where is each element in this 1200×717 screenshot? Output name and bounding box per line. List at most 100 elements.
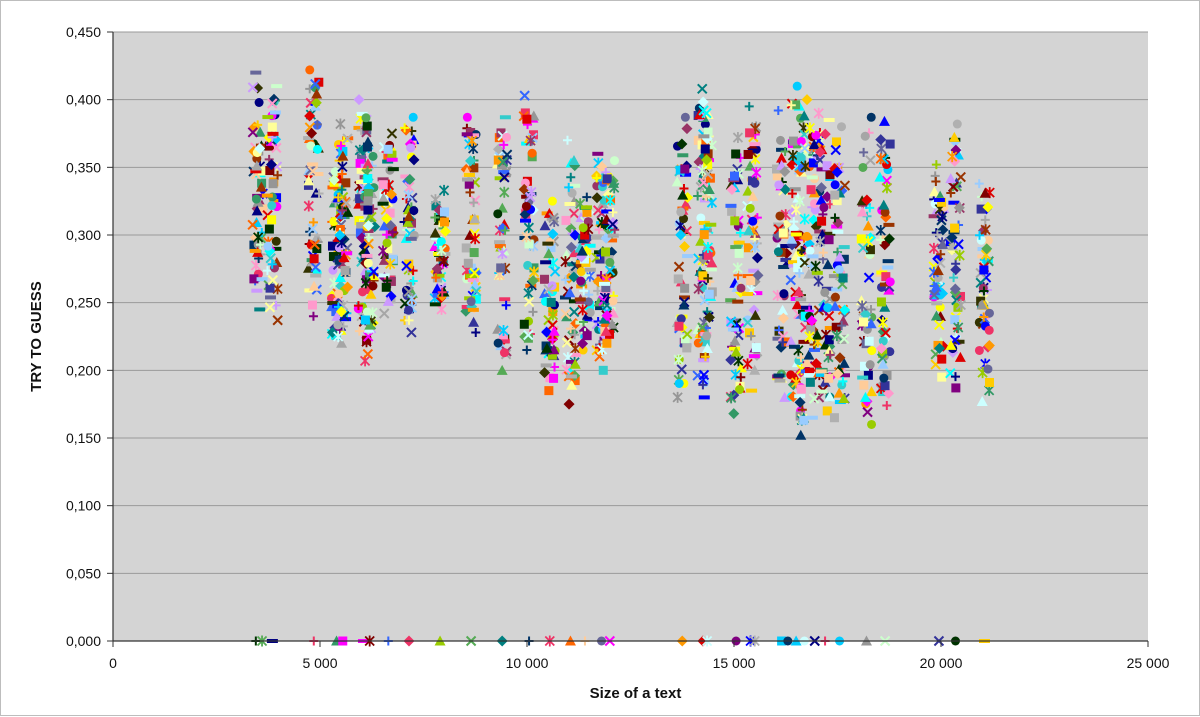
data-point bbox=[806, 315, 818, 327]
data-point bbox=[461, 243, 471, 253]
data-point bbox=[406, 327, 417, 338]
data-point bbox=[880, 381, 890, 391]
data-point bbox=[584, 267, 596, 272]
data-point bbox=[744, 101, 754, 111]
data-point bbox=[821, 286, 833, 291]
data-point bbox=[465, 155, 477, 167]
data-point bbox=[498, 331, 508, 341]
data-point bbox=[806, 415, 818, 420]
data-point bbox=[333, 192, 343, 202]
data-point bbox=[815, 236, 826, 248]
data-point bbox=[829, 300, 841, 311]
data-point bbox=[817, 216, 827, 226]
data-point bbox=[882, 265, 894, 270]
data-point bbox=[548, 257, 559, 269]
data-point bbox=[777, 312, 789, 324]
data-point bbox=[698, 134, 710, 139]
data-point bbox=[882, 259, 894, 264]
data-point bbox=[255, 181, 267, 192]
data-point bbox=[340, 266, 350, 276]
data-point bbox=[577, 304, 588, 316]
data-point bbox=[928, 214, 940, 219]
data-point bbox=[931, 301, 943, 306]
data-point bbox=[796, 353, 806, 363]
data-point bbox=[431, 236, 443, 241]
data-point bbox=[743, 243, 753, 253]
data-point bbox=[779, 391, 791, 402]
data-point bbox=[703, 127, 713, 137]
data-point bbox=[949, 273, 959, 283]
data-point bbox=[544, 386, 554, 396]
data-point bbox=[928, 186, 940, 197]
data-point bbox=[883, 387, 895, 399]
data-point bbox=[265, 166, 275, 176]
data-point bbox=[564, 201, 576, 206]
data-point bbox=[497, 160, 507, 170]
data-point bbox=[729, 346, 741, 351]
data-point bbox=[341, 251, 353, 256]
data-point bbox=[700, 144, 710, 154]
data-point bbox=[702, 168, 714, 180]
data-point bbox=[519, 319, 529, 329]
data-point bbox=[592, 151, 604, 156]
data-point bbox=[726, 184, 738, 196]
data-point bbox=[979, 187, 991, 198]
data-point bbox=[436, 303, 447, 315]
data-point bbox=[824, 325, 836, 330]
data-point bbox=[677, 189, 689, 200]
data-point bbox=[429, 302, 441, 307]
data-point bbox=[471, 285, 482, 297]
data-point bbox=[804, 122, 816, 134]
data-point bbox=[498, 325, 509, 337]
data-point bbox=[703, 273, 713, 283]
data-point bbox=[865, 155, 876, 166]
data-point bbox=[363, 205, 373, 215]
data-point bbox=[464, 179, 474, 189]
data-point bbox=[698, 271, 708, 281]
data-point bbox=[607, 219, 618, 230]
data-point bbox=[494, 240, 506, 245]
data-point bbox=[703, 184, 715, 195]
data-point bbox=[368, 281, 378, 291]
data-point bbox=[408, 154, 420, 166]
data-point bbox=[602, 338, 612, 348]
data-point bbox=[680, 164, 690, 174]
data-point bbox=[954, 351, 966, 362]
data-point bbox=[730, 346, 742, 357]
data-point bbox=[798, 110, 810, 121]
data-point bbox=[539, 367, 551, 379]
data-point bbox=[775, 211, 785, 221]
data-point bbox=[837, 321, 847, 331]
data-point bbox=[247, 127, 259, 138]
data-point bbox=[815, 369, 827, 374]
data-point bbox=[546, 297, 556, 307]
data-point bbox=[751, 167, 762, 179]
data-point bbox=[878, 348, 888, 358]
data-point bbox=[679, 295, 691, 300]
data-point bbox=[773, 105, 783, 115]
data-point bbox=[337, 205, 347, 215]
data-point bbox=[698, 220, 710, 225]
data-point bbox=[702, 242, 714, 254]
data-point bbox=[309, 239, 320, 250]
data-point bbox=[328, 174, 340, 186]
data-point bbox=[267, 131, 279, 136]
data-point bbox=[786, 370, 796, 380]
data-point bbox=[364, 233, 374, 243]
data-point bbox=[471, 327, 481, 337]
data-point bbox=[564, 182, 574, 192]
data-point bbox=[528, 307, 538, 317]
data-point bbox=[680, 172, 692, 177]
data-point bbox=[698, 369, 710, 381]
data-point bbox=[751, 291, 763, 296]
data-point bbox=[562, 135, 572, 145]
data-point bbox=[408, 112, 418, 122]
data-point bbox=[377, 201, 389, 206]
data-point bbox=[788, 344, 800, 349]
data-point bbox=[749, 241, 761, 253]
data-point bbox=[698, 380, 708, 390]
data-point bbox=[831, 322, 841, 332]
data-point bbox=[525, 135, 536, 147]
data-point bbox=[461, 177, 473, 182]
data-point bbox=[308, 311, 318, 321]
